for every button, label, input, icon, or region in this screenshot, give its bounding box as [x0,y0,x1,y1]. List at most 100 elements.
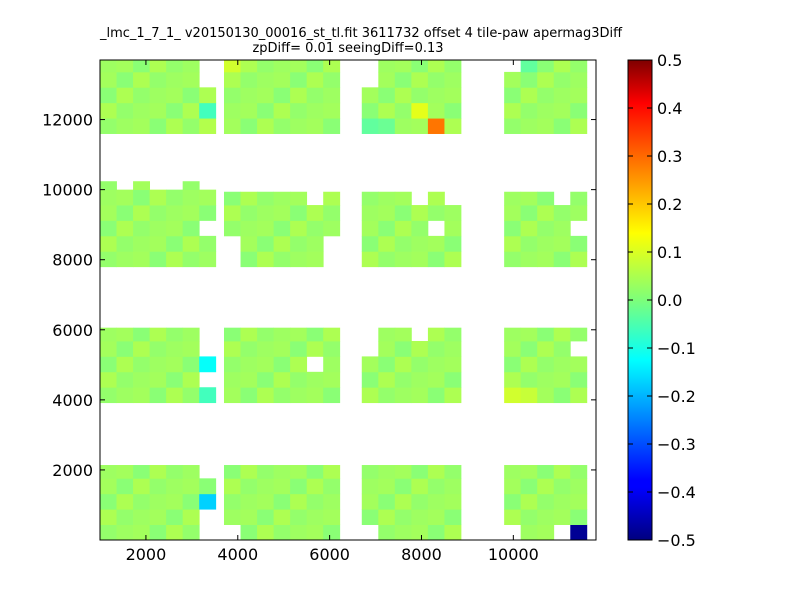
heatmap-cell [361,371,379,388]
heatmap-cell [240,191,258,206]
heatmap-cell [290,191,308,206]
heatmap-cell [290,118,308,134]
heatmap-cell [444,205,462,221]
heatmap-cell [378,509,396,525]
heatmap-cell [444,102,462,119]
heatmap-cell [133,87,150,104]
heatmap-cell [323,191,341,206]
heatmap-cell [323,87,341,104]
heatmap-cell [116,60,134,73]
heatmap-cell [553,235,571,252]
heatmap-cell [257,220,274,237]
heatmap-cell [240,478,258,495]
heatmap-cell [116,220,134,237]
heatmap-cell [166,220,184,237]
heatmap-cell [182,340,200,357]
heatmap-cell [257,251,274,268]
heatmap-cell [257,340,274,357]
heatmap-cell [306,71,324,88]
heatmap-cell [394,465,412,479]
heatmap-cell [394,235,412,252]
heatmap-cell [394,387,412,404]
heatmap-cell [520,493,538,510]
heatmap-cell [553,340,571,357]
heatmap-cell [537,356,555,373]
heatmap-cell [306,509,324,525]
heatmap-cell [116,205,134,221]
heatmap-cell [290,235,308,252]
heatmap-cell [306,220,324,237]
heatmap-cell [570,205,588,221]
x-tick-label: 2000 [126,545,167,564]
heatmap-cell [570,191,588,206]
heatmap-cell [166,118,184,134]
heatmap-cell [224,387,241,404]
heatmap-cell [427,493,445,510]
heatmap-cell [306,251,324,268]
heatmap-cell [570,71,588,88]
heatmap-cell [427,387,445,404]
heatmap-cell [427,118,445,134]
colorbar-tick-label: 0.2 [657,195,682,214]
heatmap-cell [411,87,429,104]
heatmap-cell [100,205,117,221]
heatmap-cell [273,465,291,479]
heatmap-cell [273,87,291,104]
heatmap-cell [537,493,555,510]
heatmap-cell [537,509,555,525]
heatmap-cell [182,87,200,104]
heatmap-cell [149,387,167,404]
heatmap-cell [290,327,308,342]
heatmap-cell [427,251,445,268]
heatmap-cell [224,478,241,495]
x-tick-label: 10000 [488,545,539,564]
heatmap-cell [116,465,134,479]
heatmap-cell [100,71,117,88]
heatmap-cell [149,371,167,388]
heatmap-cell [323,327,341,342]
heatmap-cell [411,478,429,495]
heatmap-cell [240,102,258,119]
heatmap-cell [378,102,396,119]
heatmap-cell [361,387,379,404]
heatmap-cell [427,60,445,73]
heatmap-cell [199,102,217,119]
heatmap-cell [306,87,324,104]
heatmap-cell [224,87,241,104]
y-tick-label: 6000 [52,321,93,340]
colorbar-tick-label: −0.3 [657,435,696,454]
heatmap-cell [444,340,462,357]
heatmap-cell [537,478,555,495]
heatmap-cell [133,235,150,252]
heatmap-cell [553,465,571,479]
heatmap-cell [394,102,412,119]
heatmap-cell [427,102,445,119]
heatmap-cell [323,356,341,373]
heatmap-cell [199,189,217,206]
heatmap-cell [257,478,274,495]
heatmap-cell [273,191,291,206]
heatmap-cell [537,60,555,73]
heatmap-cell [361,493,379,510]
heatmap-cell [257,327,274,342]
heatmap-cell [273,118,291,134]
heatmap-cell [378,220,396,237]
heatmap-cell [257,102,274,119]
heatmap-cell [257,493,274,510]
plot-frame [99,59,597,541]
heatmap-cell [553,71,571,88]
heatmap-cell [444,327,462,342]
heatmap-cell [166,87,184,104]
heatmap-cell [520,102,538,119]
heatmap-cell [100,118,117,134]
heatmap-cell [166,251,184,268]
heatmap-cell [520,465,538,479]
heatmap-cell [504,87,522,104]
heatmap-cell [411,71,429,88]
heatmap-cell [361,87,379,104]
heatmap-cell [537,251,555,268]
heatmap-cell [537,371,555,388]
x-tick-label: 4000 [217,545,258,564]
heatmap-cell [133,205,150,221]
heatmap-cell [240,465,258,479]
